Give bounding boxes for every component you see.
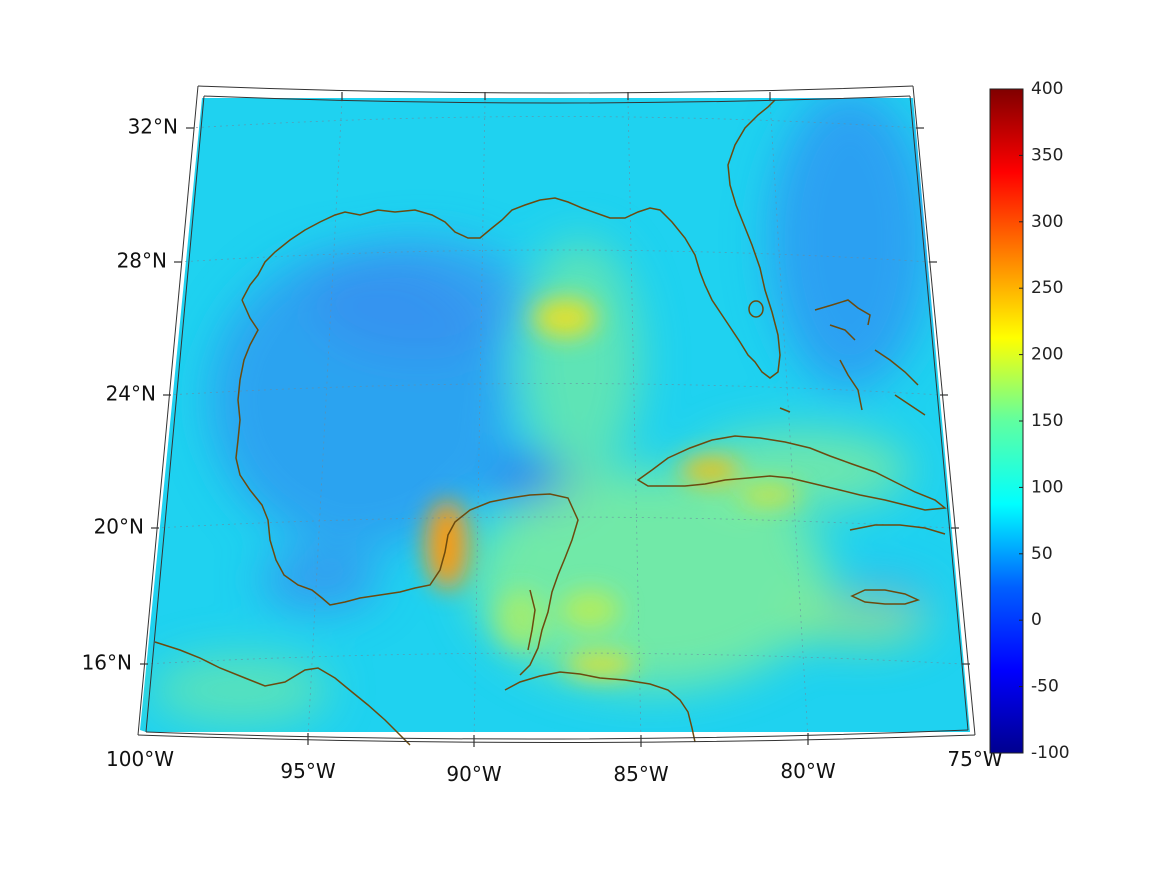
lon-label-95: 95°W: [280, 759, 335, 783]
longitude-labels: 100°W 95°W 90°W 85°W 80°W 75°W: [106, 747, 1003, 786]
colorbar-ticks: 400 350 300 250 200 150 100 50 0 -50 -100: [1019, 79, 1070, 763]
hispaniola-coastline: [849, 524, 946, 535]
honduras-coastline: [504, 671, 696, 743]
latitude-labels: 32°N 28°N 24°N 20°N 16°N: [82, 115, 178, 675]
mexico-gulf-coastline: [235, 299, 579, 676]
jamaica-coastline: [850, 589, 921, 605]
colorbar-tick-label: 200: [1031, 345, 1063, 365]
colorbar: 400 350 300 250 200 150 100 50 0 -50 -100: [989, 79, 1070, 763]
colorbar-tick-label: 300: [1031, 212, 1063, 232]
colorbar-tick-label: -100: [1031, 743, 1070, 763]
belize-coastline: [527, 589, 536, 651]
bahamas-coastline: [779, 299, 926, 416]
colorbar-tick-label: 400: [1031, 79, 1063, 99]
lat-label-32: 32°N: [128, 115, 178, 139]
map-ticks: [140, 92, 970, 747]
lat-label-20: 20°N: [94, 515, 144, 539]
colorbar-tick-label: 350: [1031, 145, 1063, 165]
lat-label-16: 16°N: [82, 651, 132, 675]
lake-okeechobee: [748, 300, 764, 318]
colorbar-gradient: [989, 88, 1024, 754]
colorbar-tick-label: -50: [1031, 677, 1059, 697]
colorbar-tick-label: 50: [1031, 544, 1053, 564]
lat-label-24: 24°N: [106, 382, 156, 406]
cuba-coastline: [636, 435, 947, 511]
graticule: [144, 99, 963, 743]
colorbar-tick-label: 250: [1031, 278, 1063, 298]
lon-label-80: 80°W: [780, 759, 835, 783]
data-field: [140, 98, 970, 732]
lat-label-28: 28°N: [117, 249, 167, 273]
coastlines: [154, 99, 947, 746]
lon-label-85: 85°W: [613, 762, 668, 786]
lon-label-90: 90°W: [446, 762, 501, 786]
us-gulf-coastline: [241, 99, 781, 379]
lon-label-100: 100°W: [106, 747, 174, 771]
colorbar-tick-label: 0: [1031, 610, 1042, 630]
central-america-coastline: [154, 641, 411, 746]
map-frame: [137, 85, 976, 743]
colorbar-tick-label: 100: [1031, 477, 1063, 497]
colorbar-tick-label: 150: [1031, 411, 1063, 431]
